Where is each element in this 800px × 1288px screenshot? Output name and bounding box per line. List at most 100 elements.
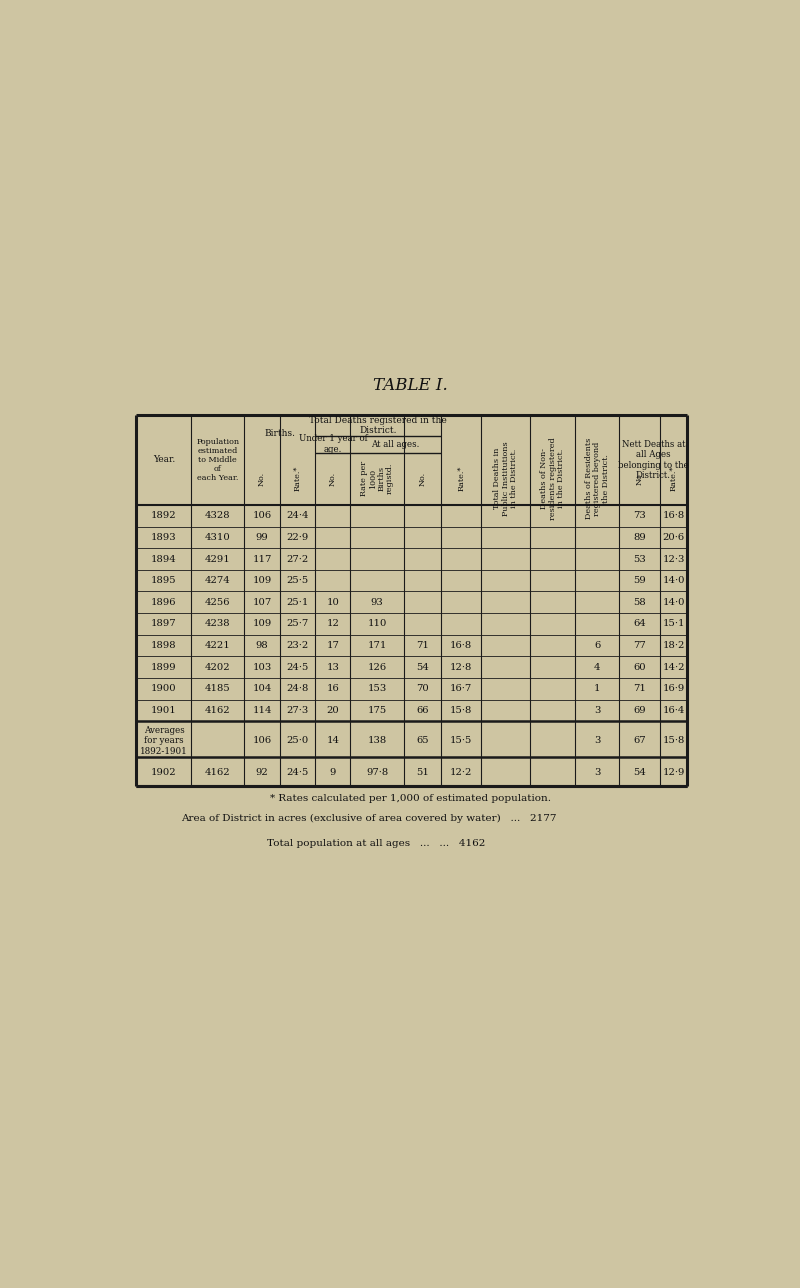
Text: No.: No. <box>418 471 426 486</box>
Text: 70: 70 <box>416 684 429 693</box>
Text: 13: 13 <box>326 663 339 672</box>
Text: * Rates calculated per 1,000 of estimated population.: * Rates calculated per 1,000 of estimate… <box>270 793 550 802</box>
Text: 1894: 1894 <box>151 555 177 564</box>
Text: 89: 89 <box>633 533 646 542</box>
Text: 16·7: 16·7 <box>450 684 472 693</box>
Text: 1895: 1895 <box>151 576 177 585</box>
Text: 22·9: 22·9 <box>286 533 309 542</box>
Text: 4162: 4162 <box>205 706 230 715</box>
Text: 12·9: 12·9 <box>662 769 685 778</box>
Text: Nett Deaths at
all Ages
belonging to the
District.: Nett Deaths at all Ages belonging to the… <box>618 439 689 480</box>
Text: 97·8: 97·8 <box>366 769 388 778</box>
Text: Deaths of Non-
residents registered
in the District.: Deaths of Non- residents registered in t… <box>540 438 565 520</box>
Text: Total Deaths in
Public Institutions
in the District.: Total Deaths in Public Institutions in t… <box>493 442 518 516</box>
Text: 25·5: 25·5 <box>286 576 309 585</box>
Text: Births.: Births. <box>264 429 295 438</box>
Text: 14·2: 14·2 <box>662 663 685 672</box>
Text: 99: 99 <box>256 533 268 542</box>
Text: 20·6: 20·6 <box>662 533 685 542</box>
Text: 104: 104 <box>252 684 272 693</box>
Text: 4: 4 <box>594 663 601 672</box>
Text: 77: 77 <box>633 641 646 650</box>
Text: 25·1: 25·1 <box>286 598 309 607</box>
Text: Rate.*: Rate.* <box>457 466 465 492</box>
Text: At all ages.: At all ages. <box>371 439 420 448</box>
Text: 58: 58 <box>633 598 646 607</box>
Text: Rate.*: Rate.* <box>294 466 302 492</box>
Text: 1892: 1892 <box>151 511 177 520</box>
Text: 175: 175 <box>367 706 386 715</box>
Text: 14: 14 <box>326 737 339 746</box>
Text: 3: 3 <box>594 737 600 746</box>
Text: Total population at all ages   ...   ...   4162: Total population at all ages ... ... 416… <box>267 840 486 849</box>
Text: 1901: 1901 <box>151 706 177 715</box>
Text: 15·8: 15·8 <box>450 706 472 715</box>
Text: 1: 1 <box>594 684 601 693</box>
Text: 114: 114 <box>252 706 272 715</box>
Text: 69: 69 <box>633 706 646 715</box>
Text: 4310: 4310 <box>205 533 230 542</box>
Text: 16·8: 16·8 <box>450 641 472 650</box>
Text: 54: 54 <box>633 769 646 778</box>
Text: 126: 126 <box>367 663 386 672</box>
Text: 106: 106 <box>253 737 271 746</box>
Text: 20: 20 <box>326 706 339 715</box>
Text: 109: 109 <box>252 576 272 585</box>
Text: 67: 67 <box>633 737 646 746</box>
Text: 25·7: 25·7 <box>286 620 309 629</box>
Text: 16·8: 16·8 <box>662 511 685 520</box>
Text: 51: 51 <box>416 769 429 778</box>
Text: 18·2: 18·2 <box>662 641 685 650</box>
Text: 6: 6 <box>594 641 600 650</box>
Text: 16·4: 16·4 <box>662 706 685 715</box>
Text: 1897: 1897 <box>151 620 177 629</box>
Text: 12: 12 <box>326 620 339 629</box>
Text: 107: 107 <box>252 598 272 607</box>
Text: 23·2: 23·2 <box>286 641 309 650</box>
Text: 109: 109 <box>252 620 272 629</box>
Text: 71: 71 <box>416 641 429 650</box>
Text: 24·5: 24·5 <box>286 663 309 672</box>
Text: 12·8: 12·8 <box>450 663 472 672</box>
Text: No.: No. <box>329 471 337 486</box>
Text: 1900: 1900 <box>151 684 177 693</box>
Text: 138: 138 <box>367 737 386 746</box>
Text: 24·4: 24·4 <box>286 511 309 520</box>
Text: 153: 153 <box>367 684 386 693</box>
Text: 3: 3 <box>594 706 600 715</box>
Text: Deaths of Residents
registered beyond
the District.: Deaths of Residents registered beyond th… <box>585 438 610 519</box>
Text: Rate.*: Rate.* <box>670 466 678 492</box>
Text: 54: 54 <box>416 663 429 672</box>
Text: 16·9: 16·9 <box>662 684 685 693</box>
Text: 65: 65 <box>416 737 429 746</box>
Text: 4256: 4256 <box>205 598 230 607</box>
Text: 10: 10 <box>326 598 339 607</box>
Text: 17: 17 <box>326 641 339 650</box>
Text: 27·2: 27·2 <box>286 555 309 564</box>
Text: 92: 92 <box>256 769 268 778</box>
Text: 59: 59 <box>633 576 646 585</box>
Text: 25·0: 25·0 <box>286 737 309 746</box>
Text: 3: 3 <box>594 769 600 778</box>
Text: Rate per
1000
Births
registd.: Rate per 1000 Births registd. <box>360 461 394 496</box>
Text: 12·3: 12·3 <box>662 555 685 564</box>
Text: 71: 71 <box>633 684 646 693</box>
Text: 4328: 4328 <box>205 511 230 520</box>
Text: 1893: 1893 <box>151 533 177 542</box>
Text: 98: 98 <box>256 641 268 650</box>
Text: 24·5: 24·5 <box>286 769 309 778</box>
Text: 1899: 1899 <box>151 663 177 672</box>
Text: 15·8: 15·8 <box>662 737 685 746</box>
Text: 4274: 4274 <box>205 576 230 585</box>
Text: Area of District in acres (exclusive of area covered by water)   ...   2177: Area of District in acres (exclusive of … <box>181 814 556 823</box>
Text: 53: 53 <box>633 555 646 564</box>
Text: 14·0: 14·0 <box>662 598 685 607</box>
Text: 171: 171 <box>367 641 386 650</box>
Text: 4162: 4162 <box>205 769 230 778</box>
Text: 4238: 4238 <box>205 620 230 629</box>
Text: 66: 66 <box>416 706 429 715</box>
Text: 93: 93 <box>370 598 383 607</box>
Text: 1898: 1898 <box>151 641 177 650</box>
Text: No: No <box>635 473 643 484</box>
Text: 16: 16 <box>326 684 339 693</box>
